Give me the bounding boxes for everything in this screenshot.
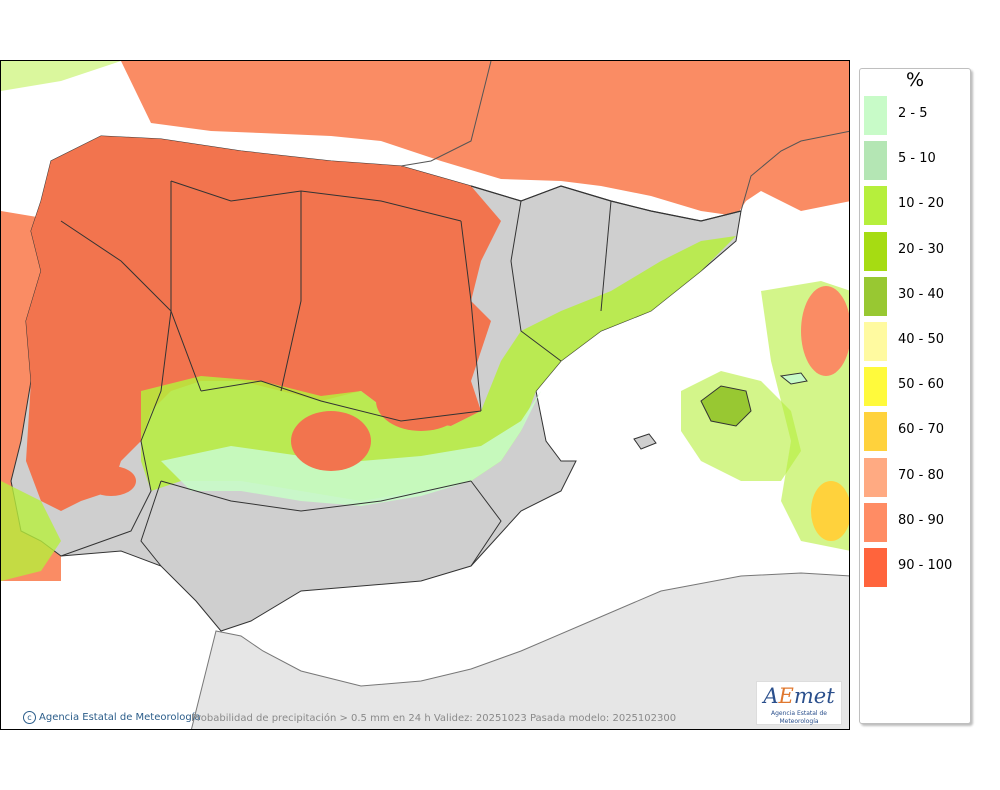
south-red-patch <box>291 411 371 471</box>
portugal-border <box>60 220 172 557</box>
east-mediterranean-red-patch <box>801 286 849 376</box>
galicia-green-fringe <box>1 61 121 91</box>
legend-unit: % <box>905 69 925 91</box>
light-green-zone <box>161 391 541 506</box>
legend-item: 10 - 20 <box>864 184 968 227</box>
legend-item: 90 - 100 <box>864 546 968 589</box>
legend-item: 2 - 5 <box>864 94 968 137</box>
legend-swatch <box>864 367 887 407</box>
legend-item: 5 - 10 <box>864 139 968 182</box>
color-legend: % 2 - 5 5 - 10 10 - 20 20 - 30 30 - 40 40 - 5… <box>859 68 971 724</box>
southeast-mediterranean-patch <box>811 481 849 541</box>
legend-item: 50 - 60 <box>864 365 968 408</box>
legend-label: 40 - 50 <box>898 332 945 347</box>
precipitation-probability-map: c Agencia Estatal de Meteorología Probabi… <box>0 60 850 730</box>
copyright-icon: c <box>23 711 36 724</box>
legend-item: 80 - 90 <box>864 501 968 544</box>
atlantic-green-fringe <box>1 481 61 581</box>
legend-label: 5 - 10 <box>898 151 936 167</box>
legend-label: 20 - 30 <box>898 241 945 257</box>
legend-label: 2 - 5 <box>898 106 928 121</box>
legend-label: 50 - 60 <box>898 377 945 393</box>
menorca-island <box>779 372 808 385</box>
legend-item: 70 - 80 <box>864 456 968 499</box>
map-canvas <box>1 61 849 729</box>
la-mancha-red-patch <box>376 371 466 431</box>
map-caption: Probabilidad de precipitación > 0.5 mm e… <box>191 713 677 724</box>
legend-swatch <box>864 412 887 452</box>
france-border <box>470 185 742 222</box>
ibiza-island <box>633 433 657 450</box>
legend-label: 30 - 40 <box>898 286 945 302</box>
legend-label: 60 - 70 <box>898 422 945 438</box>
legend-item: 30 - 40 <box>864 275 968 318</box>
france-landmass <box>121 61 849 216</box>
legend-swatch <box>864 96 887 135</box>
region-borders <box>140 180 612 567</box>
legend-label: 10 - 20 <box>898 196 945 212</box>
legend-item: 20 - 30 <box>864 230 968 273</box>
legend-swatch <box>864 231 887 271</box>
legend-label: 80 - 90 <box>898 512 945 528</box>
legend-swatch <box>864 322 887 361</box>
legend-swatch <box>864 548 887 587</box>
mallorca-island <box>700 385 752 427</box>
legend-swatch <box>864 186 887 226</box>
legend-swatch <box>864 141 887 181</box>
legend-item: 40 - 50 <box>864 320 968 363</box>
legend-swatch <box>864 457 887 497</box>
southwest-red-patch <box>86 466 136 496</box>
gulf-of-lion-coast <box>740 130 849 212</box>
aemet-logo: AEmet Agencia Estatal de Meteorología <box>756 681 842 725</box>
legend-label: 90 - 100 <box>898 558 953 573</box>
agency-credit: c Agencia Estatal de Meteorología <box>23 711 201 724</box>
legend-label: 70 - 80 <box>898 467 945 483</box>
legend-swatch <box>864 502 887 542</box>
legend-swatch <box>864 276 887 316</box>
africa-landmass <box>190 572 849 729</box>
legend-item: 60 - 70 <box>864 410 968 453</box>
france-coastline <box>400 61 492 167</box>
moderate-probability-band <box>141 236 736 501</box>
